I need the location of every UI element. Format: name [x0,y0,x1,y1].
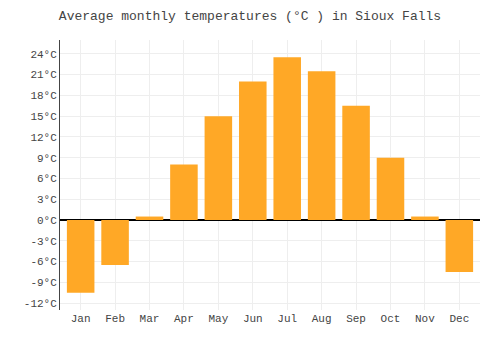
svg-text:21°C: 21°C [30,69,57,81]
svg-text:Jun: Jun [243,313,263,325]
svg-text:Sep: Sep [346,313,366,325]
svg-text:Oct: Oct [381,313,401,325]
svg-text:Jan: Jan [71,313,91,325]
svg-text:May: May [208,313,228,325]
svg-text:Jul: Jul [277,313,297,325]
svg-text:3°C: 3°C [37,194,57,206]
svg-text:Feb: Feb [105,313,125,325]
svg-text:-3°C: -3°C [30,236,57,248]
svg-text:Apr: Apr [174,313,194,325]
svg-text:Mar: Mar [140,313,160,325]
svg-text:Aug: Aug [312,313,332,325]
svg-text:Nov: Nov [415,313,435,325]
svg-text:-9°C: -9°C [30,277,57,289]
svg-text:12°C: 12°C [30,132,57,144]
svg-text:6°C: 6°C [37,173,57,185]
svg-text:0°C: 0°C [37,215,57,227]
svg-text:-12°C: -12°C [24,298,57,310]
svg-text:9°C: 9°C [37,153,57,165]
svg-text:-6°C: -6°C [30,256,57,268]
svg-text:24°C: 24°C [30,49,57,61]
svg-text:Dec: Dec [449,313,469,325]
svg-text:18°C: 18°C [30,90,57,102]
svg-text:15°C: 15°C [30,111,57,123]
svg-text:Average monthly temperatures (: Average monthly temperatures (°C ) in Si… [59,9,441,24]
